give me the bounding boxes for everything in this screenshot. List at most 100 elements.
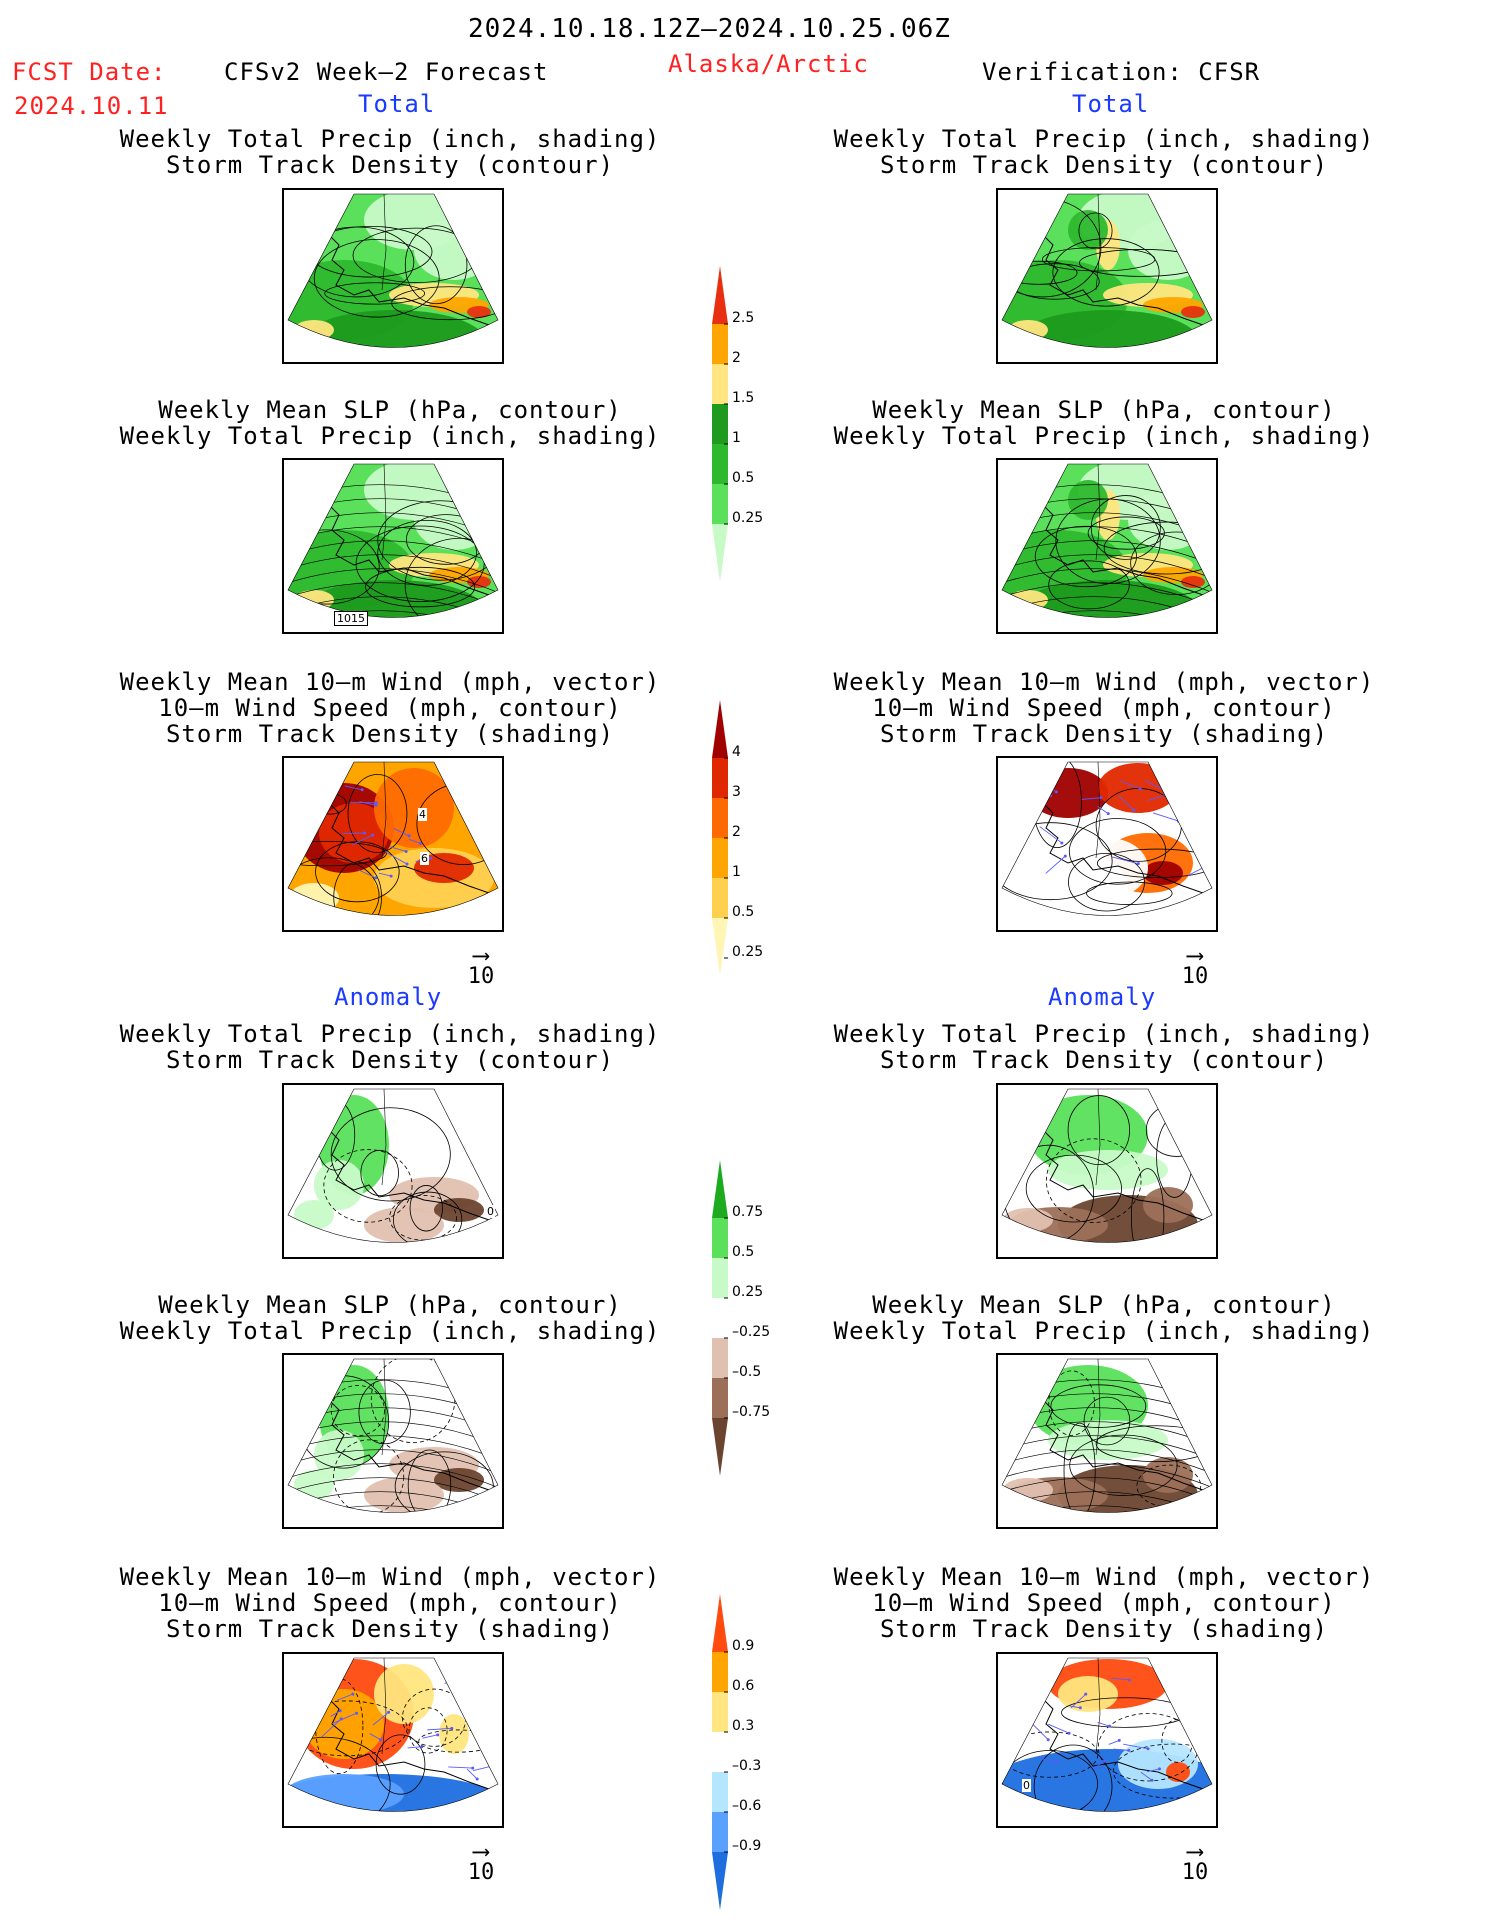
caption-slp-precip-left: Weekly Mean SLP (hPa, contour) Weekly To… (90, 397, 690, 449)
map-isobar (288, 582, 498, 609)
map-wind-vector-head (374, 801, 378, 805)
map-wind-vector-head (404, 849, 408, 853)
caption-wind-anom-left: Weekly Mean 10–m Wind (mph, vector) 10–m… (90, 1564, 690, 1642)
map-wind-vector-head (363, 831, 367, 835)
caption-line: Weekly Mean SLP (hPa, contour) (158, 396, 622, 424)
map-contour (360, 1149, 399, 1197)
map-wind-vector (1048, 1723, 1070, 1734)
caption-line: Weekly Mean 10–m Wind (mph, vector) (833, 668, 1375, 696)
map-wind-vector-head (1106, 812, 1110, 816)
colorbar-tick-label: 2 (732, 824, 741, 840)
map-svg (287, 463, 499, 618)
map-contour (1130, 1168, 1165, 1243)
colorbar-segment (712, 404, 728, 444)
colorbar-tick-label: –0.6 (732, 1798, 761, 1814)
map-wind-vector-head (1055, 1760, 1059, 1764)
map-border (381, 194, 387, 291)
map-slp-precip-anom-right (996, 1353, 1218, 1529)
caption-line: Weekly Mean SLP (hPa, contour) (872, 396, 1336, 424)
map-wind-vector-head (1146, 1747, 1150, 1751)
map-shading-region (304, 580, 484, 618)
map-contour (1067, 1095, 1130, 1166)
map-shading-region (1058, 1676, 1118, 1712)
map-wind-total-left (282, 756, 504, 932)
map-contour (1068, 818, 1167, 885)
map-wind-vector-head (371, 833, 375, 837)
caption-line: Weekly Total Precip (inch, shading) (833, 1317, 1375, 1345)
map-wind-vector-head (1127, 1678, 1131, 1682)
map-contour (1034, 525, 1137, 588)
contour-label-6: 6 (420, 852, 429, 865)
map-wind-vector (457, 790, 475, 806)
map-wind-vector (378, 872, 392, 877)
map-contour (1002, 1750, 1098, 1812)
map-shading-region (304, 310, 484, 348)
map-contour (1050, 1384, 1147, 1428)
map-contour (391, 286, 498, 321)
map-coastline (1037, 1394, 1204, 1491)
map-border (1095, 1658, 1101, 1755)
map-svg (287, 1088, 499, 1243)
map-wind-vector (389, 846, 407, 852)
map-contour (330, 1385, 385, 1437)
map-slp-precip-anom-left (282, 1353, 504, 1529)
map-shading-region (1048, 1150, 1168, 1190)
map-shading-region (414, 853, 474, 883)
map-wind-vector (407, 1746, 422, 1749)
colorbar-segment (712, 1160, 728, 1218)
colorbar-segment (712, 1852, 728, 1910)
caption-line: Weekly Total Precip (inch, shading) (119, 1317, 661, 1345)
map-wind-vector-head (1063, 854, 1067, 858)
map-wind-vector-head (1046, 1738, 1050, 1742)
colorbar-precip-anom: 0.75 0.5 0.25 –0.25 –0.5 –0.75 (712, 1160, 782, 1484)
caption-slp-precip-anom-right: Weekly Mean SLP (hPa, contour) Weekly To… (804, 1292, 1404, 1344)
caption-line: Weekly Mean 10–m Wind (mph, vector) (833, 1563, 1375, 1591)
colorbar-segment (712, 1218, 728, 1258)
map-svg (1001, 1657, 1213, 1812)
map-wind-anom-right (996, 1652, 1218, 1828)
map-slp-precip-total-left (282, 458, 504, 634)
map-border (1095, 1089, 1101, 1186)
map-svg (287, 1358, 499, 1513)
map-wind-anom-left (282, 1652, 504, 1828)
map-domain-outline (1001, 761, 1213, 916)
map-contour (1002, 260, 1078, 285)
map-shading-region (1128, 220, 1208, 280)
map-isobar (1002, 582, 1212, 609)
map-isobar (1002, 1463, 1212, 1490)
fcst-date: 2024.10.11 (14, 92, 169, 120)
caption-wind-right: Weekly Mean 10–m Wind (mph, vector) 10–m… (804, 669, 1404, 747)
map-wind-vector (472, 1765, 492, 1772)
caption-wind-anom-right: Weekly Mean 10–m Wind (mph, vector) 10–m… (804, 1564, 1404, 1642)
map-isobar (1002, 1477, 1212, 1504)
map-wind-vector (1111, 1677, 1130, 1681)
map-contour (1025, 1154, 1122, 1223)
section-total-right: Total (1072, 90, 1150, 118)
map-contour (1078, 212, 1113, 250)
map-isobar (288, 1449, 498, 1476)
vector-ref-label: 10 (467, 1860, 495, 1885)
map-wind-vector-head (1060, 841, 1064, 845)
caption-precip-storm-anom-right: Weekly Total Precip (inch, shading) Stor… (804, 1021, 1404, 1073)
map-wind-vector-head (1150, 1778, 1154, 1782)
map-contour (377, 519, 477, 586)
map-wind-vector-head (379, 1738, 383, 1742)
caption-precip-storm-anom-left: Weekly Total Precip (inch, shading) Stor… (90, 1021, 690, 1073)
map-domain-outline (1001, 1088, 1213, 1243)
map-isobar (1002, 610, 1212, 618)
map-wind-vector-head (1054, 790, 1058, 794)
colorbar-storm-anom: 0.9 0.6 0.3 –0.3 –0.6 –0.9 (712, 1594, 782, 1918)
map-contour (404, 537, 498, 618)
colorbar-tick-label: 0.5 (732, 904, 754, 920)
map-shading-region (304, 1689, 384, 1759)
map-contour (392, 1191, 463, 1243)
region-title: Alaska/Arctic (668, 50, 869, 78)
map-wind-vector-head (407, 834, 411, 838)
section-total-left: Total (358, 90, 436, 118)
map-wind-vector-head (1157, 1767, 1161, 1771)
map-domain-outline (1001, 1358, 1213, 1513)
map-contour (1033, 1744, 1113, 1812)
map-contour (1052, 238, 1160, 307)
map-isobar (288, 1505, 498, 1513)
colorbar-tick-label: 2 (732, 350, 741, 366)
